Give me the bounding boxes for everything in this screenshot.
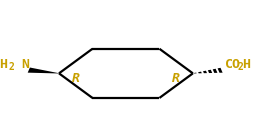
Text: 2: 2: [8, 62, 14, 72]
Text: 2: 2: [238, 62, 244, 72]
Text: H: H: [242, 58, 250, 71]
Polygon shape: [203, 71, 207, 73]
Polygon shape: [213, 69, 217, 73]
Polygon shape: [218, 68, 223, 73]
Polygon shape: [208, 70, 212, 73]
Text: N: N: [21, 58, 29, 71]
Text: H: H: [0, 58, 7, 71]
Text: R: R: [172, 72, 180, 85]
Polygon shape: [28, 67, 59, 73]
Text: R: R: [72, 72, 80, 85]
Text: C: C: [225, 58, 233, 71]
Polygon shape: [198, 72, 202, 73]
Text: O: O: [231, 58, 239, 71]
